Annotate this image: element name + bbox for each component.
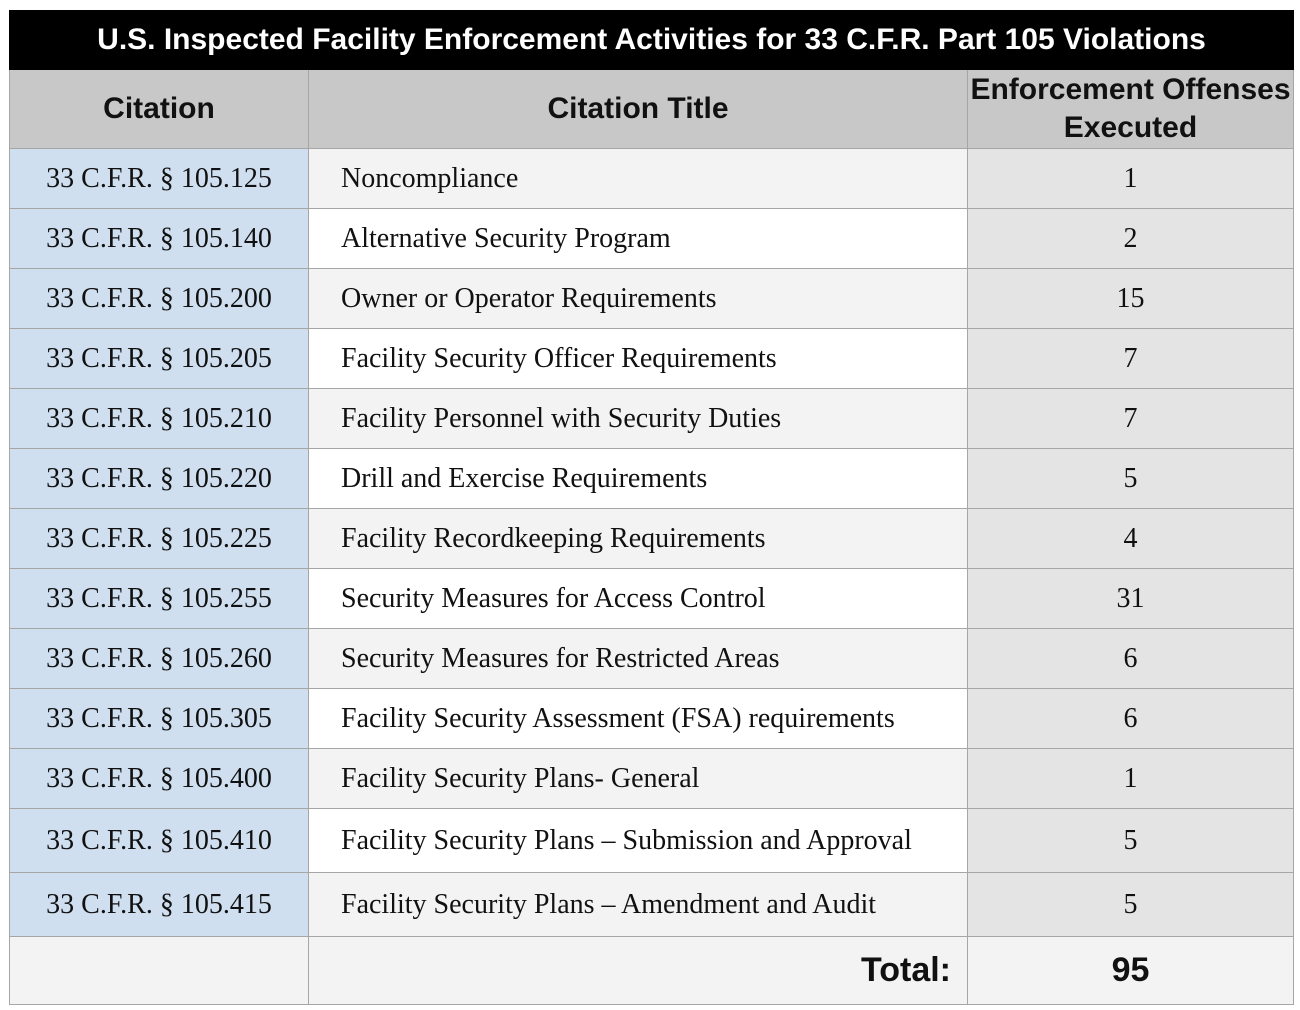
offenses-count-cell: 5 (967, 808, 1294, 873)
citation-cell: 33 C.F.R. § 105.305 (9, 688, 309, 749)
citation-cell: 33 C.F.R. § 105.410 (9, 808, 309, 873)
total-empty-cell (9, 936, 309, 1005)
offenses-count-cell: 7 (967, 328, 1294, 389)
column-header-offenses: Enforcement Offenses Executed (967, 69, 1294, 149)
citation-title-cell: Facility Recordkeeping Requirements (308, 508, 968, 569)
offenses-count-cell: 31 (967, 568, 1294, 629)
citation-cell: 33 C.F.R. § 105.210 (9, 388, 309, 449)
citation-cell: 33 C.F.R. § 105.220 (9, 448, 309, 509)
table-row: 33 C.F.R. § 105.200 Owner or Operator Req… (9, 268, 1294, 329)
column-header-citation: Citation (9, 69, 309, 149)
table-row: 33 C.F.R. § 105.220 Drill and Exercise Re… (9, 448, 1294, 509)
offenses-count-cell: 2 (967, 208, 1294, 269)
citation-title-cell: Facility Personnel with Security Duties (308, 388, 968, 449)
citation-cell: 33 C.F.R. § 105.400 (9, 748, 309, 809)
offenses-count-cell: 4 (967, 508, 1294, 569)
citation-title-cell: Noncompliance (308, 148, 968, 209)
citation-title-cell: Security Measures for Restricted Areas (308, 628, 968, 689)
total-row: Total: 95 (9, 936, 1294, 1005)
offenses-count-cell: 1 (967, 748, 1294, 809)
citation-title-cell: Drill and Exercise Requirements (308, 448, 968, 509)
table-row: 33 C.F.R. § 105.140 Alternative Security … (9, 208, 1294, 269)
offenses-count-cell: 5 (967, 872, 1294, 937)
table-body: 33 C.F.R. § 105.125 Noncompliance 1 33 C.F.… (9, 148, 1294, 1005)
column-header-citation-title: Citation Title (308, 69, 968, 149)
citation-cell: 33 C.F.R. § 105.255 (9, 568, 309, 629)
citation-cell: 33 C.F.R. § 105.205 (9, 328, 309, 389)
citation-cell: 33 C.F.R. § 105.125 (9, 148, 309, 209)
offenses-count-cell: 6 (967, 628, 1294, 689)
citation-title-cell: Security Measures for Access Control (308, 568, 968, 629)
table-row: 33 C.F.R. § 105.260 Security Measures for… (9, 628, 1294, 689)
citation-cell: 33 C.F.R. § 105.140 (9, 208, 309, 269)
citation-cell: 33 C.F.R. § 105.225 (9, 508, 309, 569)
citation-title-cell: Facility Security Officer Requirements (308, 328, 968, 389)
table-row: 33 C.F.R. § 105.125 Noncompliance 1 (9, 148, 1294, 209)
citation-cell: 33 C.F.R. § 105.260 (9, 628, 309, 689)
offenses-count-cell: 15 (967, 268, 1294, 329)
citation-title-cell: Facility Security Plans – Amendment and … (308, 872, 968, 937)
table-row: 33 C.F.R. § 105.205 Facility Security Off… (9, 328, 1294, 389)
citation-title-cell: Facility Security Assessment (FSA) requi… (308, 688, 968, 749)
offenses-count-cell: 7 (967, 388, 1294, 449)
offenses-count-cell: 5 (967, 448, 1294, 509)
total-value: 95 (967, 936, 1294, 1005)
offenses-count-cell: 1 (967, 148, 1294, 209)
citation-title-cell: Owner or Operator Requirements (308, 268, 968, 329)
table-title: U.S. Inspected Facility Enforcement Acti… (9, 10, 1294, 70)
citation-cell: 33 C.F.R. § 105.415 (9, 872, 309, 937)
table-row: 33 C.F.R. § 105.410 Facility Security Pla… (9, 808, 1294, 873)
enforcement-table: U.S. Inspected Facility Enforcement Acti… (9, 10, 1294, 1005)
citation-cell: 33 C.F.R. § 105.200 (9, 268, 309, 329)
citation-title-cell: Facility Security Plans- General (308, 748, 968, 809)
table-row: 33 C.F.R. § 105.225 Facility Recordkeepin… (9, 508, 1294, 569)
table-row: 33 C.F.R. § 105.305 Facility Security Ass… (9, 688, 1294, 749)
table-row: 33 C.F.R. § 105.415 Facility Security Pla… (9, 872, 1294, 937)
citation-title-cell: Alternative Security Program (308, 208, 968, 269)
table-row: 33 C.F.R. § 105.255 Security Measures for… (9, 568, 1294, 629)
table-row: 33 C.F.R. § 105.210 Facility Personnel wi… (9, 388, 1294, 449)
offenses-count-cell: 6 (967, 688, 1294, 749)
table-row: 33 C.F.R. § 105.400 Facility Security Pla… (9, 748, 1294, 809)
total-label: Total: (308, 936, 968, 1005)
citation-title-cell: Facility Security Plans – Submission and… (308, 808, 968, 873)
